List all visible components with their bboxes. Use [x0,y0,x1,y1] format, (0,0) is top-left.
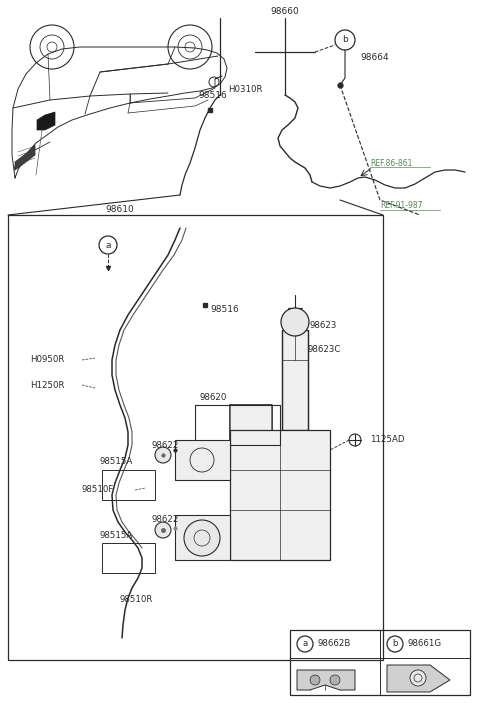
Bar [230,430,330,560]
Text: 98515A: 98515A [100,458,133,467]
Text: 98623: 98623 [310,321,337,330]
Text: H0310R: H0310R [228,86,263,94]
Text: 98622: 98622 [152,515,180,524]
Text: 98516: 98516 [210,306,239,314]
Text: 98622: 98622 [152,441,180,449]
Text: 98662B: 98662B [318,640,351,648]
Text: 98510F: 98510F [82,486,114,494]
Bar [195,405,280,445]
Bar [102,470,155,500]
Text: 1125AD: 1125AD [370,435,405,444]
Text: 98516: 98516 [198,91,227,100]
Text: 98515A: 98515A [100,531,133,539]
Text: 98610: 98610 [105,205,134,214]
Text: 98623C: 98623C [308,345,341,354]
Circle shape [281,308,309,336]
Polygon shape [37,112,55,130]
Bar [175,440,230,480]
Text: a: a [302,640,308,648]
Text: REF.86-861: REF.86-861 [370,158,412,167]
Circle shape [310,675,320,685]
Bar [8,215,383,660]
Text: 98510R: 98510R [120,595,154,605]
Text: REF.91-987: REF.91-987 [380,202,422,210]
Text: 98660: 98660 [271,8,300,16]
Text: 98661G: 98661G [408,640,442,648]
Bar [102,543,155,573]
Polygon shape [15,145,35,170]
Circle shape [410,670,426,686]
Polygon shape [387,665,450,692]
Text: b: b [392,640,398,648]
Circle shape [155,522,171,538]
Text: 98664: 98664 [360,53,389,63]
Bar [282,330,308,430]
Bar [175,515,230,560]
Circle shape [184,520,220,556]
Text: 98620: 98620 [200,394,228,403]
Text: b: b [342,35,348,44]
Circle shape [330,675,340,685]
Text: H0950R: H0950R [30,356,64,364]
Text: a: a [105,240,111,250]
Text: H1250R: H1250R [30,380,64,389]
Polygon shape [297,670,355,690]
Bar [290,630,470,695]
Polygon shape [230,405,272,452]
Circle shape [155,447,171,463]
